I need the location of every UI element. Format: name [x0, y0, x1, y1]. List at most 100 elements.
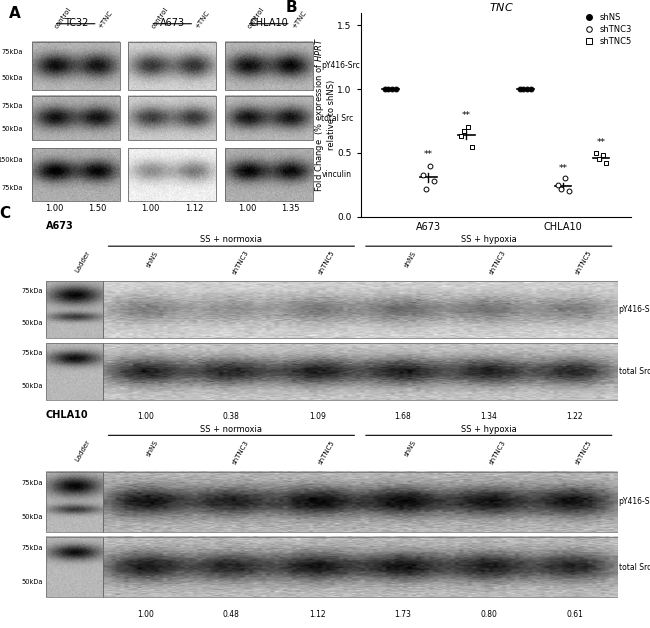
Text: total Src: total Src [619, 367, 650, 376]
Legend: shNS, shTNC3, shTNC5: shNS, shTNC3, shTNC5 [580, 13, 632, 46]
Bar [103, 472, 618, 532]
Text: shTNC3: shTNC3 [489, 249, 508, 276]
Text: 75kDa: 75kDa [1, 103, 23, 109]
Text: 50kDa: 50kDa [21, 514, 43, 520]
Text: 0.80: 0.80 [480, 610, 497, 619]
Point [556, 183, 566, 193]
Text: control: control [150, 6, 169, 30]
Text: shNS: shNS [403, 249, 417, 268]
Bar [46, 343, 103, 400]
Text: 75kDa: 75kDa [21, 288, 43, 294]
Text: 1.12: 1.12 [185, 204, 203, 213]
Text: pY416-Src: pY416-Src [619, 305, 650, 314]
Point [384, 84, 394, 94]
Text: 50kDa: 50kDa [21, 320, 43, 327]
Text: A673: A673 [160, 18, 185, 28]
Bar [46, 281, 103, 338]
Text: 1.12: 1.12 [309, 610, 326, 619]
Text: B: B [285, 1, 297, 15]
Text: SS + normoxia: SS + normoxia [200, 236, 263, 244]
Point [552, 180, 563, 190]
Point [560, 173, 570, 183]
Text: $\it{TNC}$: $\it{TNC}$ [489, 1, 514, 13]
Text: pY416-Src: pY416-Src [321, 62, 360, 70]
Text: SS + normoxia: SS + normoxia [200, 425, 263, 433]
Text: control: control [247, 6, 266, 30]
Text: SS + hypoxia: SS + hypoxia [461, 236, 517, 244]
Bar [103, 343, 618, 400]
Bar [225, 96, 313, 140]
Point [594, 154, 604, 165]
Text: shNS: shNS [146, 249, 160, 268]
Text: CHLA10: CHLA10 [250, 18, 288, 28]
Text: shTNC5: shTNC5 [317, 439, 336, 465]
Bar [129, 42, 216, 90]
Text: 1.00: 1.00 [137, 412, 154, 421]
Text: 150kDa: 150kDa [0, 157, 23, 163]
Point [467, 141, 477, 151]
Text: 1.00: 1.00 [45, 204, 63, 213]
Text: +TNC: +TNC [194, 10, 211, 30]
Text: Ladder: Ladder [74, 249, 91, 273]
Text: C: C [0, 207, 11, 222]
Text: 50kDa: 50kDa [1, 75, 23, 81]
Text: control: control [54, 6, 73, 30]
Point [380, 84, 390, 94]
Text: pY416-Src: pY416-Src [619, 497, 650, 506]
Text: 1.00: 1.00 [141, 204, 159, 213]
Text: 1.68: 1.68 [395, 412, 411, 421]
Text: **: ** [597, 138, 606, 147]
Text: 1.22: 1.22 [566, 412, 583, 421]
Point [522, 84, 532, 94]
Bar [103, 281, 618, 338]
Text: shNS: shNS [146, 439, 160, 457]
Point [590, 148, 601, 158]
Bar [32, 148, 120, 200]
Text: total Src: total Src [321, 114, 354, 122]
Bar [32, 96, 120, 140]
Point [597, 150, 608, 160]
Text: shTNC5: shTNC5 [575, 249, 593, 276]
Text: 50kDa: 50kDa [21, 580, 43, 585]
Text: shTNC3: shTNC3 [231, 249, 250, 276]
Bar [129, 96, 216, 140]
Point [387, 84, 397, 94]
Text: 0.38: 0.38 [223, 412, 240, 421]
Text: total Src: total Src [619, 563, 650, 572]
Text: 0.48: 0.48 [223, 610, 240, 619]
Point [601, 158, 612, 168]
Text: shTNC5: shTNC5 [317, 249, 336, 276]
Text: 75kDa: 75kDa [1, 50, 23, 55]
Text: 75kDa: 75kDa [1, 185, 23, 190]
Text: 75kDa: 75kDa [21, 350, 43, 356]
Bar [46, 472, 103, 532]
Point [417, 170, 428, 180]
Point [564, 186, 574, 196]
Text: 1.35: 1.35 [281, 204, 300, 213]
Text: vinculin: vinculin [321, 170, 352, 179]
Text: shTNC3: shTNC3 [489, 439, 508, 465]
Text: shTNC3: shTNC3 [231, 439, 250, 465]
Text: shTNC5: shTNC5 [575, 439, 593, 465]
Text: **: ** [462, 111, 471, 121]
Text: 1.34: 1.34 [480, 412, 497, 421]
Point [463, 122, 473, 133]
Text: +TNC: +TNC [98, 10, 114, 30]
Text: 1.00: 1.00 [137, 610, 154, 619]
Point [391, 84, 401, 94]
Text: 0.61: 0.61 [566, 610, 583, 619]
Text: +TNC: +TNC [291, 10, 307, 30]
Text: A673: A673 [46, 222, 73, 232]
Point [525, 84, 536, 94]
Text: 75kDa: 75kDa [21, 480, 43, 485]
Text: 75kDa: 75kDa [21, 545, 43, 551]
Bar [225, 42, 313, 90]
Point [421, 183, 432, 193]
Bar [103, 538, 618, 597]
Text: shNS: shNS [403, 439, 417, 457]
Bar [129, 148, 216, 200]
Text: **: ** [424, 149, 433, 159]
Text: 50kDa: 50kDa [21, 382, 43, 389]
Point [459, 126, 469, 136]
Y-axis label: Fold Change  (% expression of $\it{HPRT}$
relative to shNS): Fold Change (% expression of $\it{HPRT}$… [313, 37, 336, 192]
